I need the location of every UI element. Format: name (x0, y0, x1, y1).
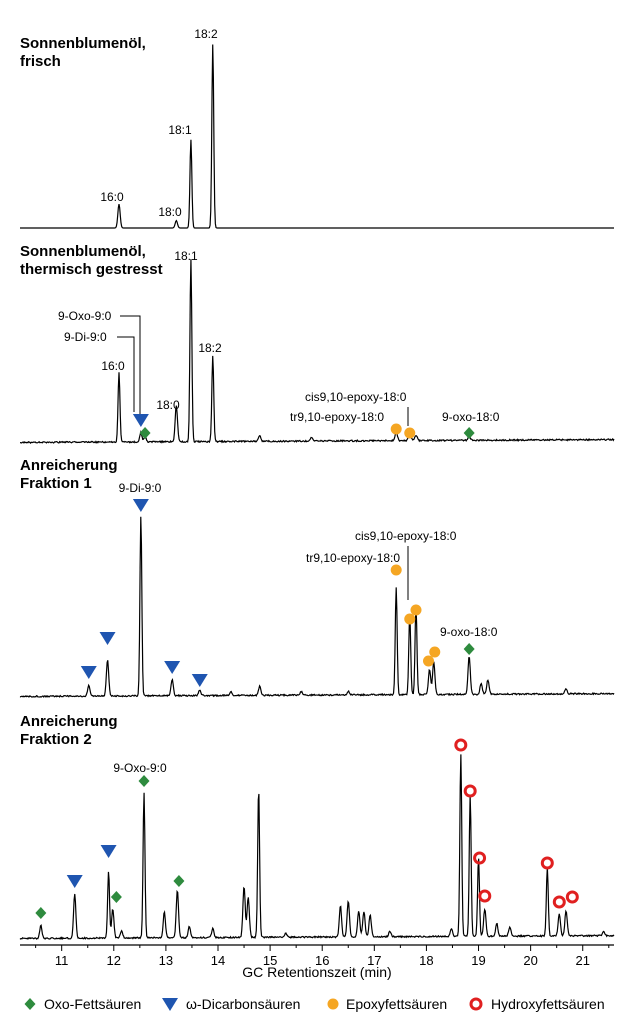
hydroxy-fatty-acid-marker (540, 856, 554, 870)
peak-label: 9-Di-9:0 (119, 481, 162, 495)
peak-label: cis9,10-epoxy-18:0 (355, 529, 457, 543)
legend-label: ω-Dicarbonsäuren (186, 996, 300, 1012)
dicarboxylic-acid-marker (100, 845, 117, 858)
x-tick-label: 11 (55, 953, 69, 968)
x-tick-label: 19 (471, 953, 485, 968)
peak-label: tr9,10-epoxy-18:0 (290, 410, 384, 424)
oxo-fatty-acid-marker (139, 427, 151, 439)
legend-marker-diamond (24, 998, 36, 1010)
hydroxy-fatty-acid-marker (478, 889, 492, 903)
panel-title: Sonnenblumenöl, (20, 35, 146, 52)
legend-label: Hydroxyfettsäuren (491, 996, 605, 1012)
panel-1: Sonnenblumenöl,frisch 16:0 18:0 18:1 18:2 (20, 27, 614, 229)
oxo-fatty-acid-marker (35, 907, 47, 919)
x-tick-label: 21 (576, 953, 590, 968)
peak-label: tr9,10-epoxy-18:0 (306, 551, 400, 565)
x-tick-label: 16 (315, 953, 329, 968)
oxo-fatty-acid-marker (463, 643, 475, 655)
oxo-fatty-acid-marker (138, 775, 150, 787)
x-tick-label: 14 (211, 953, 225, 968)
peak-label: 16:0 (100, 190, 124, 204)
peak-label: 9-oxo-18:0 (442, 410, 500, 424)
hydroxy-fatty-acid-marker (552, 895, 566, 909)
epoxy-fatty-acid-marker (423, 655, 435, 667)
legend-label: Oxo-Fettsäuren (44, 996, 141, 1012)
legend-label: Epoxyfettsäuren (346, 996, 447, 1012)
epoxy-fatty-acid-marker (390, 423, 402, 435)
peak-label: 9-Di-9:0 (64, 330, 107, 344)
peak-label: 18:1 (174, 249, 198, 263)
panel-title: frisch (20, 53, 61, 70)
dicarboxylic-acid-marker (99, 632, 116, 645)
panel-title: Anreicherung (20, 457, 118, 474)
legend-item: Hydroxyfettsäuren (469, 996, 605, 1012)
peak-label: cis9,10-epoxy-18:0 (305, 390, 407, 404)
epoxy-fatty-acid-marker (404, 613, 416, 625)
x-axis: 11 12 13 14 15 16 17 18 19 20 21 GC Retentionszeit … (20, 944, 614, 980)
label-leader-line (117, 336, 135, 412)
peak-label: 9-oxo-18:0 (440, 625, 498, 639)
oxo-fatty-acid-marker (110, 891, 122, 903)
x-tick-label: 15 (263, 953, 277, 968)
epoxy-fatty-acid-marker (429, 646, 441, 658)
panel-title: Anreicherung (20, 713, 118, 730)
panel-title: Fraktion 2 (20, 731, 92, 748)
peak-label: 18:0 (158, 205, 182, 219)
dicarboxylic-acid-marker (80, 666, 97, 679)
chromatogram-trace (19, 516, 615, 698)
dicarboxylic-acid-marker (66, 875, 83, 888)
x-tick-label: 17 (367, 953, 381, 968)
chromatogram-trace (19, 754, 615, 941)
x-tick-label: 13 (159, 953, 173, 968)
peak-label: 9-Oxo-9:0 (113, 761, 167, 775)
peak-label: 18:2 (198, 341, 222, 355)
peak-label: 18:2 (194, 27, 218, 41)
oxo-fatty-acid-marker (463, 427, 475, 439)
dicarboxylic-acid-marker (164, 661, 181, 674)
legend-marker-ring (469, 997, 483, 1011)
hydroxy-fatty-acid-marker (463, 784, 477, 798)
panel-title: Sonnenblumenöl, (20, 243, 146, 260)
epoxy-fatty-acid-marker (404, 427, 416, 439)
peak-label: 18:0 (156, 398, 180, 412)
legend: Oxo-Fettsäuren ω-Dicarbonsäuren Epoxyfetts… (24, 996, 605, 1012)
x-tick-label: 18 (419, 953, 433, 968)
x-axis-label: GC Retentionszeit (min) (242, 964, 391, 980)
legend-item: ω-Dicarbonsäuren (162, 996, 300, 1012)
panel-title: thermisch gestresst (20, 261, 163, 278)
epoxy-fatty-acid-marker (410, 604, 422, 616)
legend-item: Oxo-Fettsäuren (24, 996, 141, 1012)
chromatogram-trace (20, 44, 614, 229)
hydroxy-fatty-acid-marker (454, 738, 468, 752)
hydroxy-fatty-acid-marker (473, 851, 487, 865)
dicarboxylic-acid-marker (191, 674, 208, 687)
chromatogram-panels: Sonnenblumenöl,frisch16:018:018:118:2Son… (19, 27, 615, 941)
chromatogram-trace (19, 259, 615, 444)
dicarboxylic-acid-marker (132, 499, 149, 512)
x-tick-label: 20 (523, 953, 537, 968)
peak-label: 18:1 (168, 123, 192, 137)
dicarboxylic-acid-marker (132, 414, 149, 427)
legend-item: Epoxyfettsäuren (327, 996, 447, 1012)
panel-title: Fraktion 1 (20, 475, 92, 492)
oxo-fatty-acid-marker (173, 875, 185, 887)
x-tick-label: 12 (107, 953, 121, 968)
peak-label: 9-Oxo-9:0 (58, 309, 112, 323)
peak-label: 16:0 (101, 359, 125, 373)
hydroxy-fatty-acid-marker (565, 890, 579, 904)
legend-marker-circle (327, 998, 339, 1010)
label-leader-line (120, 315, 141, 425)
panel-2: Sonnenblumenöl,thermisch gestresst 16:0 18… (19, 243, 615, 444)
legend-marker-triangle-down (162, 998, 178, 1011)
epoxy-fatty-acid-marker (390, 564, 402, 576)
